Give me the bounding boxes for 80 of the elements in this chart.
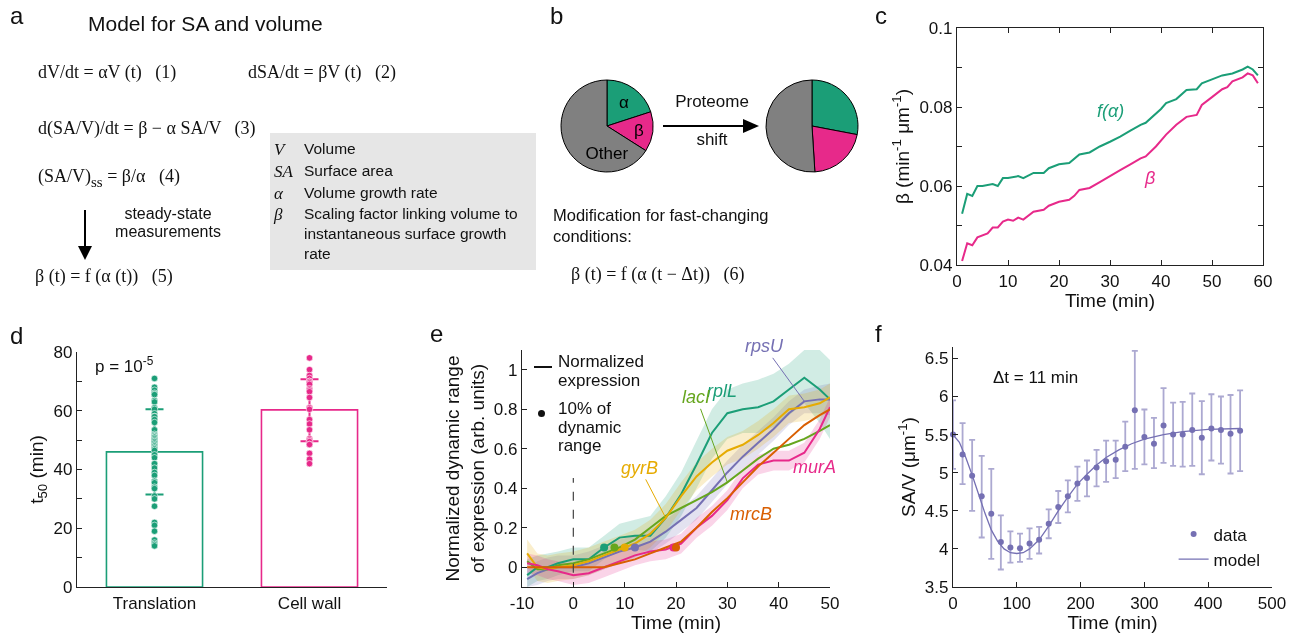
x-axis-title: Time (min): [630, 612, 722, 634]
y-axis-title: Normalized dynamic range of expression (arb. units): [442, 355, 488, 582]
x-tick-label: 0: [568, 593, 579, 613]
x-tick-label: 300: [1130, 593, 1159, 613]
annotation: Normalized expression: [558, 352, 645, 391]
series-label: murA: [793, 457, 837, 477]
text: β Scaling factor linking volume to instantaneous surface growth rate: [274, 205, 518, 262]
text: d: [10, 322, 24, 350]
y-tick-label: 0.1: [928, 18, 953, 38]
y-tick-label: 4: [939, 539, 949, 559]
text: β (t) = f (α (t − Δt)) (6): [571, 264, 745, 285]
x-tick-label: 500: [1257, 593, 1287, 613]
slice-label: Other: [585, 144, 629, 164]
y-tick-label: 6: [939, 387, 949, 407]
y-tick-label: 3.5: [924, 577, 949, 597]
text: e: [430, 320, 444, 348]
x-tick-label: 10: [615, 593, 635, 613]
x-tick-label: 200: [1066, 593, 1095, 613]
y-tick-label: 1: [508, 360, 518, 380]
text: c: [875, 2, 887, 30]
x-tick-label: 50: [820, 593, 840, 613]
text: dSA/dt = βV (t) (2): [248, 62, 396, 83]
x-tick-label: Cell wall: [277, 593, 342, 613]
text: α Volume growth rate: [274, 183, 438, 203]
y-tick-label: 60: [53, 401, 73, 421]
text: dV/dt = αV (t) (1): [38, 62, 177, 83]
annotation: p = 10$^{-5}$: [95, 354, 154, 377]
text: Modification for fast-changing conditions:: [553, 205, 770, 248]
text: f: [875, 320, 882, 348]
legend-label: model: [1213, 550, 1260, 570]
y-tick-label: 0.8: [493, 400, 518, 420]
x-tick-label: 40: [1151, 271, 1171, 291]
text: d(SA/V)/dt = β − α SA/V (3): [38, 118, 256, 139]
x-tick-label: 20: [666, 593, 686, 613]
slice-label: α: [619, 93, 630, 113]
x-tick-label: 50: [1202, 271, 1222, 291]
y-tick-label: 0.06: [919, 176, 953, 196]
legend-label: β: [634, 120, 645, 140]
x-tick-label: Translation: [112, 593, 197, 613]
y-tick-label: 0: [63, 577, 73, 597]
y-tick-label: 0.04: [919, 255, 953, 275]
y-tick-label: 80: [53, 342, 73, 362]
series-label: mrcB: [730, 504, 772, 524]
x-tick-label: 40: [769, 593, 789, 613]
x-tick-label: 10: [998, 271, 1018, 291]
y-tick-label: 5: [939, 463, 949, 483]
y-tick-label: 6.5: [924, 349, 949, 369]
text: (SA/V)$_{ss}$ = β/α (4): [38, 166, 180, 191]
x-tick-label: 30: [1100, 271, 1120, 291]
annotation: Δt = 11 min: [993, 368, 1079, 387]
y-tick-label: 0.4: [493, 479, 518, 499]
x-axis-title: Time (min): [1064, 290, 1156, 312]
y-tick-label: 0.6: [493, 439, 518, 459]
series-label: gyrB: [621, 458, 659, 478]
x-tick-label: -10: [509, 593, 535, 613]
x-tick-label: 60: [1253, 271, 1273, 291]
annotation: 10% of dynamic range: [558, 399, 623, 457]
text: a: [10, 2, 24, 30]
x-tick-label: 20: [1049, 271, 1069, 291]
legend-label: data: [1213, 525, 1248, 545]
text: steady-state measurements: [114, 205, 222, 242]
y-tick-label: 0.08: [919, 97, 953, 117]
y-tick-label: 0: [508, 558, 518, 578]
x-tick-label: 400: [1194, 593, 1223, 613]
text: SA Surface area: [274, 160, 393, 183]
text: β (t) = f (α (t)) (5): [35, 266, 173, 287]
text: rpsU: [745, 336, 784, 356]
y-tick-label: 4.5: [924, 501, 949, 521]
series-label: f(α): [1097, 101, 1125, 121]
x-axis-title: Time (min): [1067, 612, 1158, 634]
text: Model for SA and volume: [88, 12, 323, 36]
text: b: [550, 2, 564, 30]
x-tick-label: 30: [717, 593, 737, 613]
y-tick-label: 40: [53, 460, 73, 480]
x-tick-label: 100: [1002, 593, 1031, 613]
text: V Volume: [274, 139, 356, 161]
y-tick-label: 20: [53, 519, 73, 539]
series-label: β: [1144, 168, 1156, 188]
y-tick-label: 0.2: [493, 518, 518, 538]
y-tick-label: 5.5: [924, 425, 949, 445]
